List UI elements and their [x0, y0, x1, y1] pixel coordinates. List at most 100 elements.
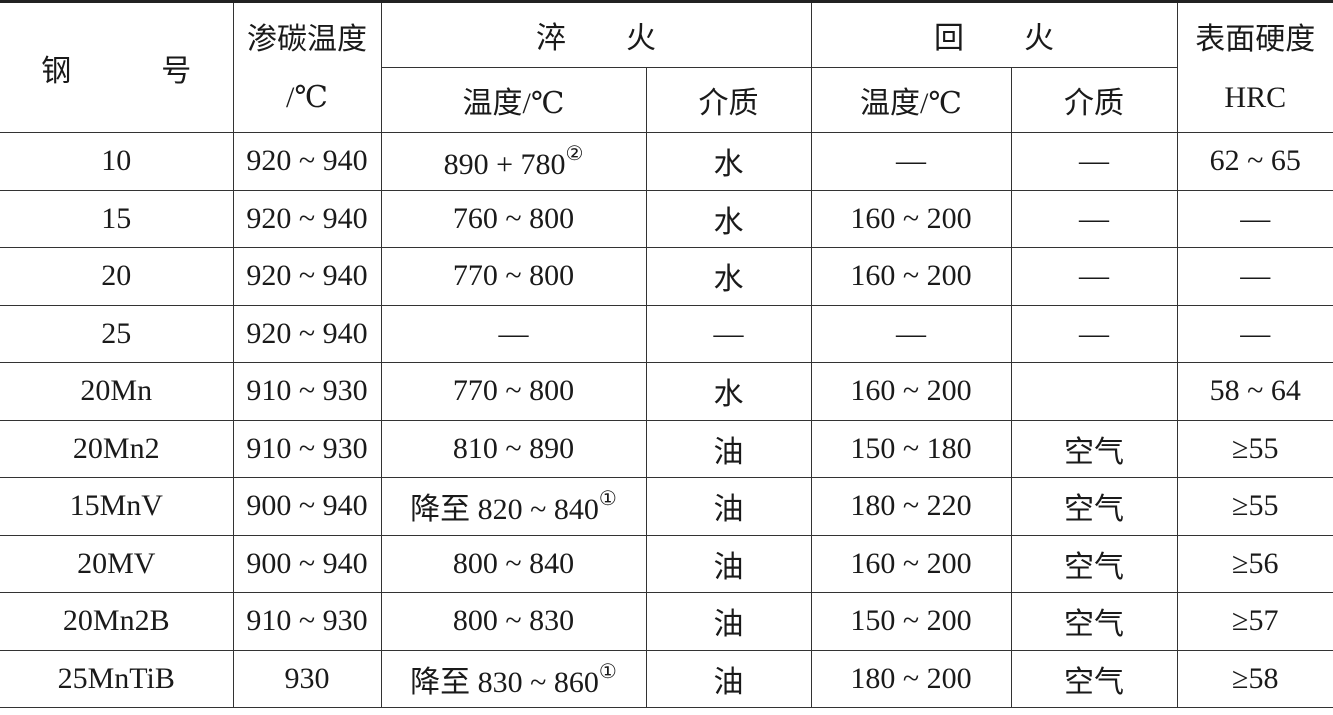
quench-temp-cell-text: 810 ~ 890	[452, 431, 575, 465]
carburizing-temp-cell-text: 920 ~ 940	[246, 201, 368, 235]
temper-temp-cell-text: 180 ~ 220	[850, 489, 972, 523]
quench-medium-cell: 水	[645, 362, 812, 421]
temper-medium-cell	[1010, 362, 1178, 421]
hardness-cell-text: 58 ~ 64	[1209, 374, 1301, 408]
steel-cell-text: 15MnV	[69, 489, 163, 523]
carburizing-temp-cell-text: 910 ~ 930	[246, 374, 368, 408]
steel-cell: 15MnV	[0, 477, 234, 536]
temper-medium-cell: —	[1010, 189, 1178, 248]
quench-medium-cell-text: 油	[713, 608, 744, 642]
quench-medium-cell: 油	[645, 592, 812, 651]
quench-temp-cell: 800 ~ 830	[380, 592, 647, 651]
temper-temp-cell-text: —	[896, 144, 926, 178]
steel-cell-text: 20Mn	[80, 374, 153, 408]
hardness-cell: ≥57	[1176, 592, 1333, 651]
hardness-cell: —	[1176, 189, 1333, 248]
quench-medium-cell-text: 水	[713, 263, 744, 297]
header-carburizing-label: 渗碳温度	[247, 23, 367, 56]
quench-medium-cell: 油	[645, 534, 812, 593]
hardness-cell: —	[1176, 247, 1333, 306]
table-row: 15 920 ~ 940 760 ~ 800 水 160 ~ 200 — —	[0, 189, 1333, 248]
header-temper: 回 火	[810, 1, 1178, 68]
carburizing-temp-cell-text: 910 ~ 930	[246, 431, 368, 465]
quench-temp-cell-text: 降至 820 ~ 840	[410, 493, 599, 527]
temper-temp-cell: —	[810, 132, 1012, 191]
steel-cell: 20Mn2B	[0, 592, 234, 651]
steel-cell-text: 10	[101, 144, 132, 178]
table-row: 10 920 ~ 940 890 + 780② 水 — — 62 ~ 65	[0, 132, 1333, 191]
hardness-cell: ≥56	[1176, 534, 1333, 593]
carburizing-temp-cell: 920 ~ 940	[232, 304, 382, 363]
temper-temp-cell: 160 ~ 200	[810, 534, 1012, 593]
table-row: 25MnTiB 930 降至 830 ~ 860① 油 180 ~ 200 空气 ≥58	[0, 649, 1333, 708]
header-steel-label: 钢 号	[41, 54, 192, 88]
temper-medium-cell: 空气	[1010, 477, 1178, 536]
steel-cell-text: 25MnTiB	[57, 661, 175, 695]
hardness-cell: 58 ~ 64	[1176, 362, 1333, 421]
carburizing-temp-cell: 920 ~ 940	[232, 189, 382, 248]
quench-medium-cell: —	[645, 304, 812, 363]
temper-medium-cell: —	[1010, 247, 1178, 306]
carburizing-temp-cell: 910 ~ 930	[232, 362, 382, 421]
quench-temp-cell: 890 + 780②	[380, 132, 647, 191]
header-quench: 淬 火	[380, 1, 812, 68]
quench-temp-cell-text: 800 ~ 840	[452, 546, 575, 580]
quench-medium-cell: 油	[645, 419, 812, 478]
temper-medium-cell-text: —	[1079, 144, 1109, 178]
temper-temp-cell-text: 160 ~ 200	[850, 201, 972, 235]
temper-temp-cell: 160 ~ 200	[810, 247, 1012, 306]
hardness-cell: ≥55	[1176, 477, 1333, 536]
temper-temp-cell: 160 ~ 200	[810, 189, 1012, 248]
temper-medium-cell-text: 空气	[1064, 493, 1124, 527]
hardness-cell-text: ≥58	[1232, 661, 1279, 695]
table-row: 25 920 ~ 940 — — — — —	[0, 304, 1333, 363]
temper-medium-cell: —	[1010, 132, 1178, 191]
temper-temp-cell: 150 ~ 180	[810, 419, 1012, 478]
temper-temp-cell-text: 150 ~ 200	[850, 604, 972, 638]
header-temper-medium: 介质	[1010, 67, 1177, 133]
table-row: 20Mn2B 910 ~ 930 800 ~ 830 油 150 ~ 200 空气 ≥57	[0, 592, 1333, 651]
temper-medium-cell-text: 空气	[1064, 550, 1124, 584]
header-temper-temp: 温度/℃	[810, 67, 1012, 133]
temper-temp-cell-text: 160 ~ 200	[850, 259, 972, 293]
hardness-cell: ≥55	[1176, 419, 1333, 478]
quench-temp-cell-text: 760 ~ 800	[452, 201, 575, 235]
temper-medium-cell: 空气	[1010, 534, 1178, 593]
temper-temp-cell-text: 150 ~ 180	[850, 431, 972, 465]
quench-medium-cell-text: 油	[713, 665, 744, 699]
steel-cell: 20MV	[0, 534, 234, 593]
quench-temp-cell: 降至 830 ~ 860①	[380, 649, 647, 708]
footnote-marker: ①	[598, 488, 617, 511]
carburizing-temp-cell-text: 900 ~ 940	[246, 546, 368, 580]
temper-medium-cell-text: 空气	[1064, 608, 1124, 642]
quench-medium-cell: 油	[645, 649, 812, 708]
steel-cell-text: 20	[101, 259, 132, 293]
quench-temp-cell-text: 890 + 780	[443, 147, 566, 181]
quench-temp-cell-text: 降至 830 ~ 860	[410, 665, 599, 699]
steel-cell-text: 20Mn2	[72, 431, 160, 465]
quench-temp-cell: 770 ~ 800	[380, 362, 647, 421]
temper-temp-cell-text: —	[896, 316, 926, 350]
header-temper-label: 回 火	[934, 22, 1054, 55]
carburizing-temp-cell: 920 ~ 940	[232, 132, 382, 191]
hardness-cell-text: 62 ~ 65	[1209, 144, 1301, 178]
temper-medium-cell: 空气	[1010, 419, 1178, 478]
carburizing-temp-cell-text: 920 ~ 940	[246, 259, 368, 293]
quench-medium-cell-text: 油	[713, 493, 744, 527]
quench-medium-cell-text: 水	[713, 378, 744, 412]
quench-temp-cell: 800 ~ 840	[380, 534, 647, 593]
quench-medium-cell-text: 油	[713, 435, 744, 469]
carburizing-temp-cell-text: 920 ~ 940	[246, 316, 368, 350]
temper-temp-cell: 150 ~ 200	[810, 592, 1012, 651]
steel-cell-text: 20Mn2B	[62, 604, 170, 638]
temper-medium-cell: —	[1010, 304, 1178, 363]
header-carburizing-temp: 渗碳温度 /℃	[232, 1, 382, 133]
steel-cell-text: 25	[101, 316, 132, 350]
header-quench-medium: 介质	[645, 67, 812, 133]
quench-temp-cell: —	[380, 304, 647, 363]
table-row: 15MnV 900 ~ 940 降至 820 ~ 840① 油 180 ~ 220 空气 ≥…	[0, 477, 1333, 536]
header-steel: 钢 号	[0, 1, 234, 133]
quench-temp-cell: 810 ~ 890	[380, 419, 647, 478]
carburizing-temp-cell: 900 ~ 940	[232, 534, 382, 593]
temper-temp-cell-text: 160 ~ 200	[850, 374, 972, 408]
